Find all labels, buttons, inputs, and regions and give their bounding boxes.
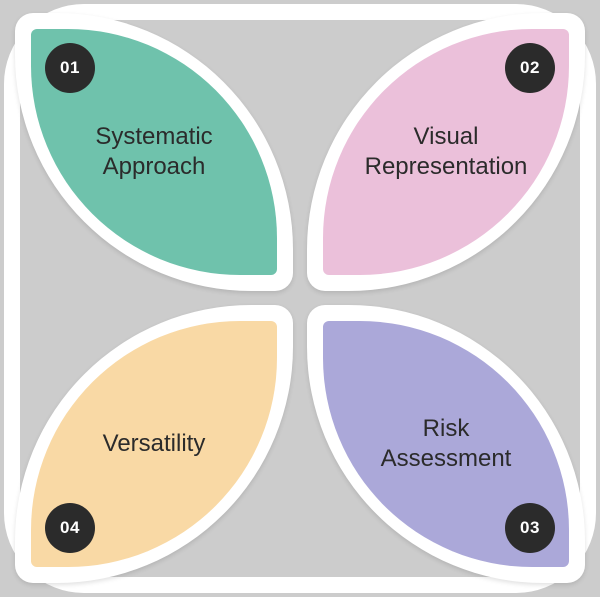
petal-label-q4: Versatility [103, 429, 206, 459]
petal-diagram: Systematic Approach 01 Visual Representati… [0, 0, 600, 597]
number-badge-text-q4: 04 [60, 518, 80, 538]
number-badge-q4: 04 [45, 503, 95, 553]
number-badge-text-q3: 03 [520, 518, 540, 538]
number-badge-text-q1: 01 [60, 58, 80, 78]
number-badge-q3: 03 [505, 503, 555, 553]
number-badge-q1: 01 [45, 43, 95, 93]
petal-label-q2: Visual Representation [365, 122, 528, 182]
petal-label-q1: Systematic Approach [95, 122, 212, 182]
number-badge-q2: 02 [505, 43, 555, 93]
petal-label-q3: Risk Assessment [381, 414, 512, 474]
number-badge-text-q2: 02 [520, 58, 540, 78]
